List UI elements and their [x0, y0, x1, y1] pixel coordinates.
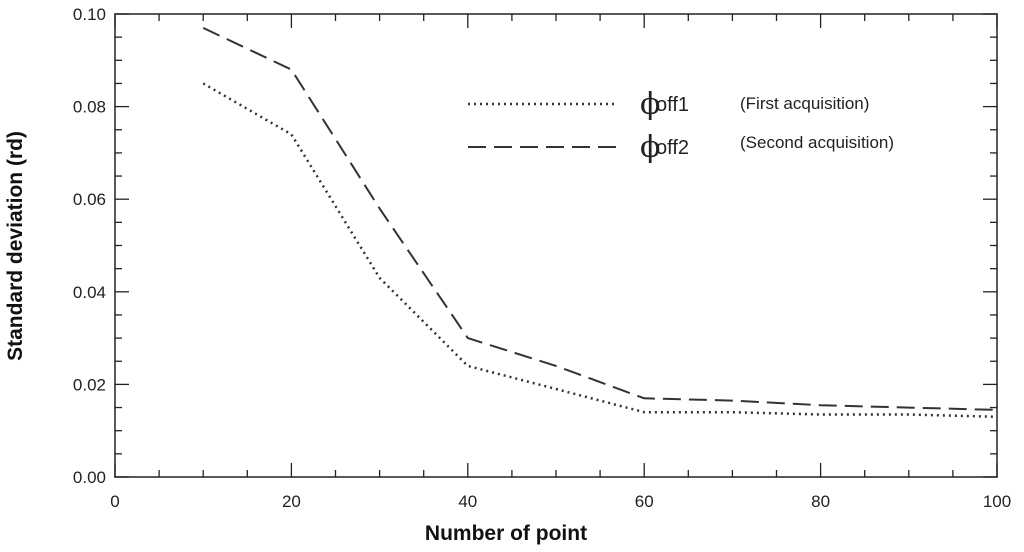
series-line-off2: [202, 26, 998, 411]
x-tick-label: 60: [635, 492, 654, 511]
x-tick-label: 80: [811, 492, 830, 511]
series-line-off1: [202, 82, 998, 419]
legend: ϕ off1 (First acquisition) ϕ off2 (Secon…: [468, 87, 894, 165]
plot-frame: [114, 13, 998, 478]
y-axis-title: Standard deviation (rd): [4, 131, 27, 361]
axis-ticks: [114, 13, 998, 478]
y-tick-label: 0.00: [73, 468, 106, 487]
legend-label-off2: off2: [656, 137, 689, 159]
legend-symbol-phi: ϕ: [640, 87, 660, 122]
x-axis-title: Number of point: [425, 522, 587, 545]
y-tick-label: 0.06: [73, 190, 106, 209]
series-lines: [202, 26, 998, 419]
x-tick-label: 0: [110, 492, 119, 511]
y-tick-label: 0.04: [73, 283, 106, 302]
y-tick-labels: 0.00 0.02 0.04 0.06 0.08 0.10: [73, 5, 106, 487]
y-tick-label: 0.08: [73, 98, 106, 117]
x-tick-label: 100: [983, 492, 1011, 511]
legend-label-off1: off1: [656, 94, 689, 116]
legend-note-off2: (Second acquisition): [740, 133, 894, 152]
x-tick-labels: 0 20 40 60 80 100: [110, 492, 1011, 511]
legend-symbol-phi: ϕ: [640, 130, 660, 165]
y-tick-label: 0.02: [73, 375, 106, 394]
x-tick-label: 40: [458, 492, 477, 511]
legend-note-off1: (First acquisition): [740, 94, 869, 113]
y-tick-label: 0.10: [73, 5, 106, 24]
x-tick-label: 20: [282, 492, 301, 511]
